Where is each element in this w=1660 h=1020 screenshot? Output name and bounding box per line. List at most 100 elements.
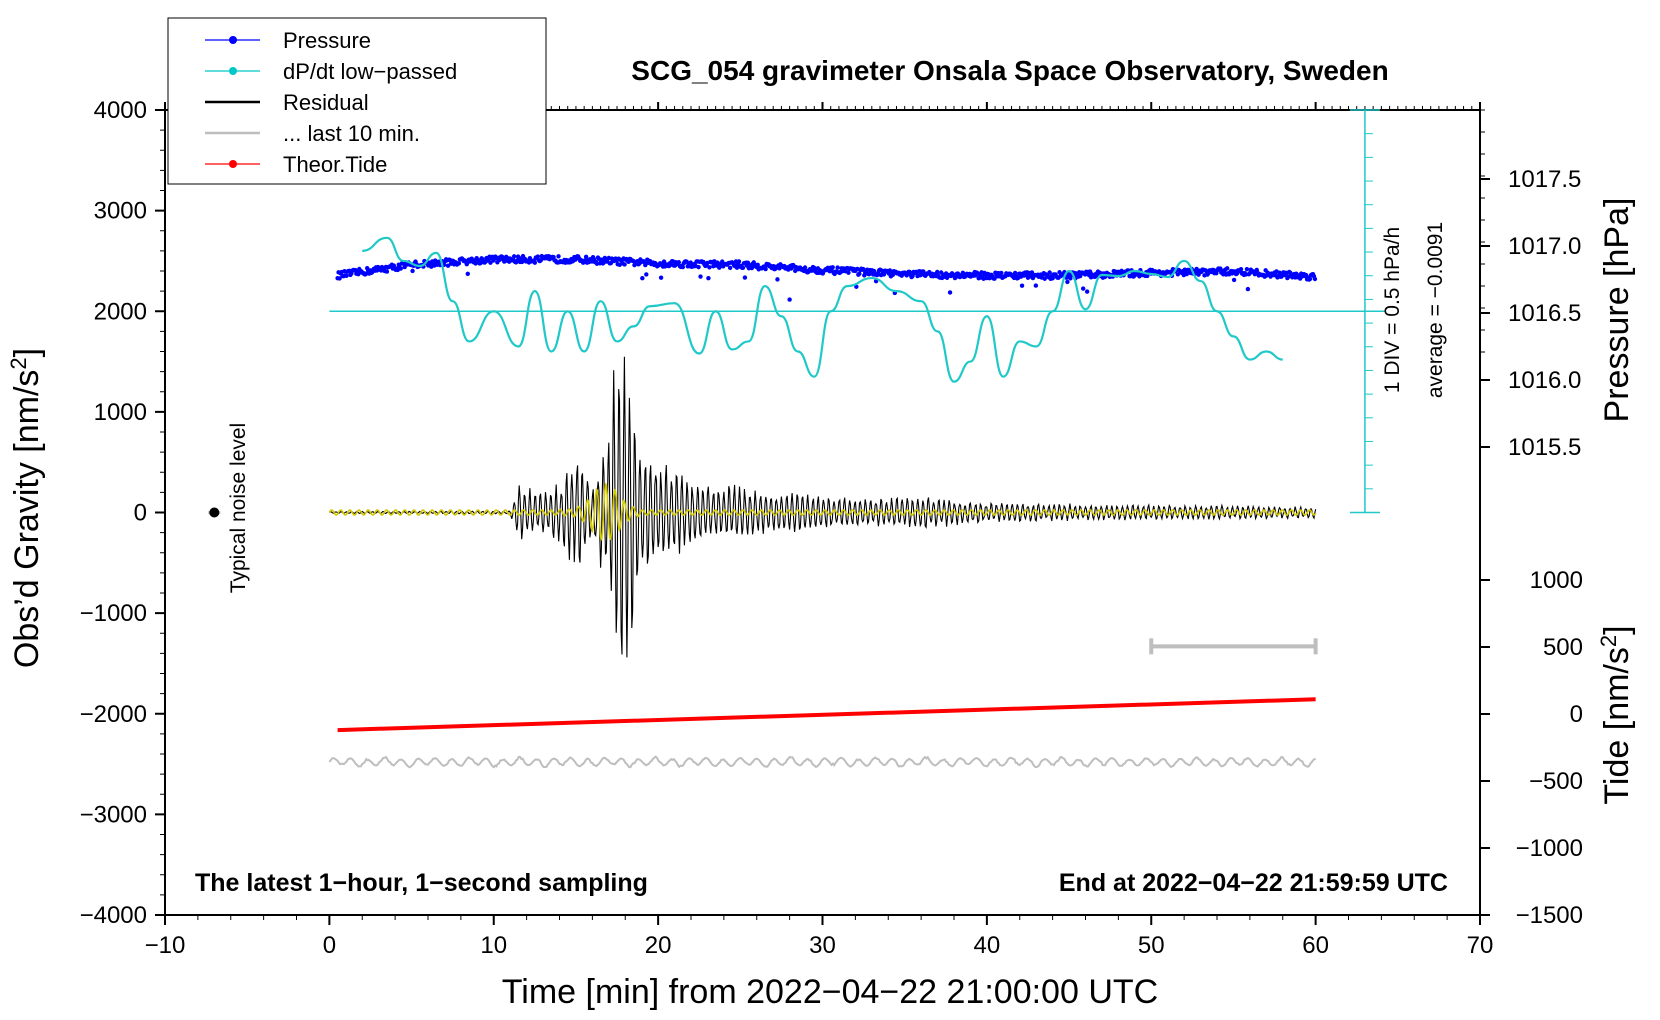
y-tide-tick-label: 500 (1543, 634, 1583, 661)
average-note: average = −0.0091 (1424, 222, 1447, 398)
pressure-point (643, 262, 648, 268)
pressure-point (535, 254, 541, 259)
pressure-point (644, 272, 649, 277)
pressure-point (1224, 266, 1230, 271)
pressure-point (854, 284, 859, 289)
pressure-point (1042, 276, 1047, 281)
y-axis-label-tide: Tide [nm/s2] (1596, 625, 1636, 804)
x-tick-label: −10 (145, 932, 186, 959)
y-tide-tick-label: 1000 (1530, 567, 1583, 594)
pressure-point (1244, 266, 1250, 272)
pressure-point (1238, 266, 1244, 272)
dpdt-line (362, 236, 1283, 383)
pressure-point (960, 270, 966, 275)
pressure-point (947, 290, 953, 295)
x-tick-label: 10 (480, 932, 507, 959)
legend-label: Theor.Tide (283, 152, 387, 177)
x-tick-label: 70 (1467, 932, 1494, 959)
pressure-point (999, 270, 1004, 276)
pressure-point (398, 266, 403, 271)
pressure-point (802, 265, 808, 270)
dpdt-series (362, 236, 1283, 383)
pressure-point (992, 276, 997, 281)
pressure-point (1012, 270, 1018, 276)
pressure-point (707, 265, 712, 270)
pressure-point (727, 265, 733, 271)
pressure-series (335, 253, 1318, 302)
pressure-point (676, 260, 682, 265)
x-tick-label: 50 (1138, 932, 1165, 959)
pressure-point (464, 261, 469, 267)
pressure-point (1029, 270, 1035, 275)
y-left-tick-label: −1000 (80, 600, 147, 627)
y-left-tick-label: 2000 (94, 298, 147, 325)
pressure-point (1068, 276, 1073, 281)
last-10-min-series (328, 638, 1318, 769)
pressure-point (698, 274, 703, 279)
pressure-point (696, 264, 701, 270)
pressure-point (473, 261, 478, 266)
pressure-point (551, 254, 556, 260)
pressure-point (717, 265, 722, 270)
end-time-note: End at 2022−04−22 21:59:59 UTC (1059, 869, 1448, 897)
y-left-tick-label: −2000 (80, 701, 147, 728)
pressure-point (890, 272, 896, 278)
chart-title: SCG_054 gravimeter Onsala Space Observat… (631, 55, 1388, 86)
y-left-tick-label: 3000 (94, 198, 147, 225)
pressure-point (857, 271, 862, 276)
scale-note: 1 DIV = 0.5 hPa/h (1381, 227, 1404, 393)
y-left-tick-label: −4000 (80, 902, 147, 929)
legend-label: dP/dt low−passed (283, 59, 457, 84)
tide-line (337, 697, 1316, 733)
y-tide-tick-label: −1000 (1516, 835, 1583, 862)
pressure-point (337, 276, 342, 281)
pressure-point (861, 266, 866, 272)
y-axis-label-gravity: Obs’d Gravity [nm/s2] (6, 348, 46, 668)
pressure-point (680, 264, 685, 270)
pressure-point (720, 259, 725, 264)
y-left-tick-label: 1000 (94, 399, 147, 426)
legend-label: ... last 10 min. (283, 121, 420, 146)
pressure-point (1047, 270, 1052, 275)
y-tide-tick-label: −1500 (1516, 902, 1583, 929)
pressure-point (921, 269, 926, 274)
pressure-point (402, 264, 407, 270)
y-pressure-tick-label: 1016.5 (1508, 300, 1581, 327)
legend-marker (229, 36, 237, 44)
pressure-point (763, 266, 768, 272)
y-pressure-tick-label: 1017.0 (1508, 233, 1581, 260)
theor-tide-series (337, 697, 1316, 733)
x-tick-label: 40 (974, 932, 1001, 959)
pressure-point (1231, 277, 1237, 283)
y-tide-tick-label: −500 (1529, 768, 1583, 795)
y-pressure-tick-label: 1015.5 (1508, 434, 1581, 461)
pressure-point (740, 265, 746, 271)
legend-marker (229, 160, 237, 168)
legend-label: Pressure (283, 28, 371, 53)
pressure-point (344, 273, 349, 278)
pressure-point (742, 275, 748, 280)
x-tick-label: 20 (645, 932, 672, 959)
axis-tick-labels: −10 0 10 20 30 40 50 60 70 4000 3000 2000 1000 0 −1000… (80, 97, 1583, 959)
pressure-point (787, 297, 792, 302)
pressure-point (1312, 276, 1318, 282)
pressure-point (871, 268, 877, 274)
y-axis-label-pressure: Pressure [hPa] (1598, 198, 1636, 423)
y-tide-tick-label: 0 (1570, 701, 1583, 728)
pressure-point (622, 262, 627, 267)
pressure-point (755, 262, 760, 267)
pressure-point (706, 275, 711, 281)
pressure-point (465, 271, 470, 277)
reference-lines (329, 109, 1385, 514)
pressure-point (1245, 286, 1251, 292)
x-tick-label: 60 (1302, 932, 1329, 959)
pressure-point (384, 269, 390, 274)
pressure-point (1033, 283, 1039, 288)
pressure-point (775, 277, 780, 282)
pressure-point (532, 260, 538, 265)
pressure-point (583, 254, 589, 259)
pressure-point (640, 275, 645, 281)
grey-trace-line (328, 755, 1317, 769)
pressure-point (935, 269, 940, 275)
x-axis-label: Time [min] from 2022−04−22 21:00:00 UTC (502, 973, 1158, 1011)
